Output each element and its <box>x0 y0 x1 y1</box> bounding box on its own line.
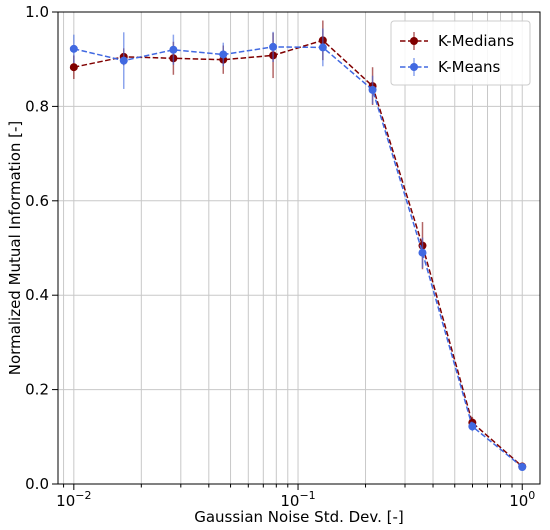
ticks: 0.0 0.2 0.4 0.6 0.8 1.0 10−2 10−1 100 <box>25 3 535 510</box>
data-point <box>169 45 178 54</box>
legend-label: K-Means <box>438 58 501 76</box>
y-tick-label: 0.6 <box>25 192 49 210</box>
data-point <box>69 44 78 53</box>
x-tick-label: 100 <box>509 489 535 510</box>
data-point <box>368 85 377 94</box>
y-axis-label: Normalized Mutual Information [-] <box>6 121 24 376</box>
data-point <box>269 42 278 51</box>
legend-item: K-Medians <box>400 32 514 50</box>
data-point <box>318 43 327 52</box>
y-tick-label: 0.0 <box>25 475 49 493</box>
legend-label: K-Medians <box>438 32 514 50</box>
x-tick-label: 10−2 <box>56 489 91 510</box>
legend-marker <box>410 63 418 71</box>
legend: K-Medians K-Means <box>390 20 531 86</box>
data-point <box>69 63 78 72</box>
data-point <box>219 50 228 59</box>
y-tick-label: 0.4 <box>25 286 49 304</box>
y-tick-label: 1.0 <box>25 3 49 21</box>
x-tick-label: 10−1 <box>280 489 315 510</box>
x-axis-label: Gaussian Noise Std. Dev. [-] <box>194 508 404 526</box>
data-point <box>518 463 527 472</box>
legend-item: K-Means <box>400 58 501 76</box>
data-point <box>119 56 128 65</box>
data-point <box>418 248 427 257</box>
series-layer <box>69 20 527 472</box>
legend-box <box>390 20 531 86</box>
series-line <box>73 46 523 468</box>
legend-marker <box>410 37 418 45</box>
plot-background <box>58 12 540 484</box>
data-point <box>468 422 477 431</box>
plot-frame <box>57 11 541 485</box>
y-tick-label: 0.2 <box>25 381 49 399</box>
y-tick-label: 0.8 <box>25 97 49 115</box>
series-k-means <box>69 28 527 472</box>
